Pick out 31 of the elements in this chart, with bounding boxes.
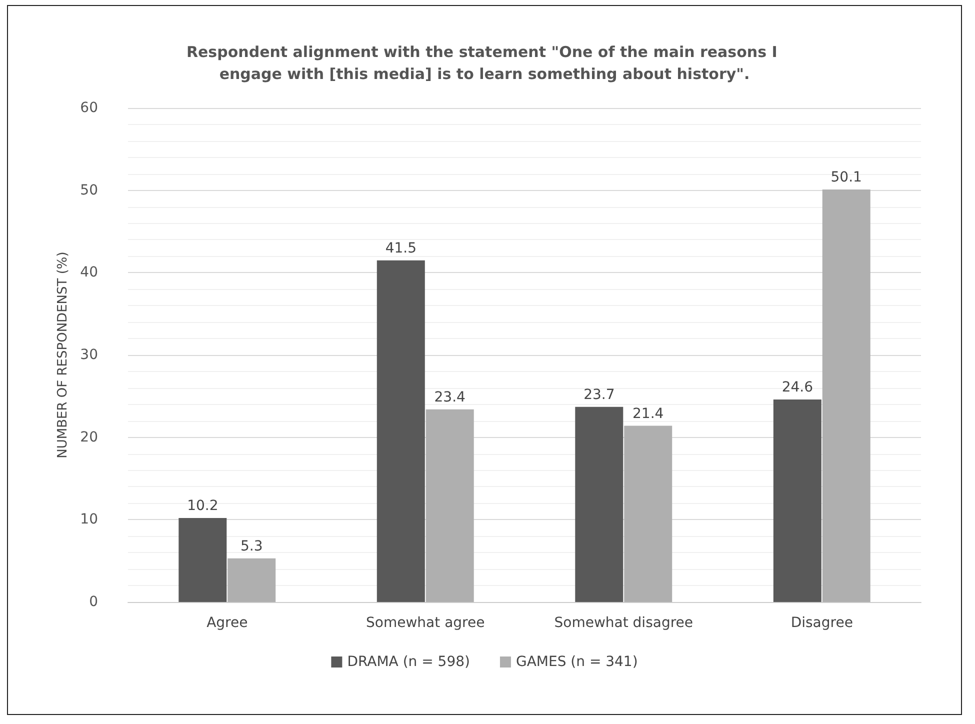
data-label: 10.2: [187, 498, 218, 514]
data-label: 21.4: [632, 406, 664, 422]
y-tick-label: 30: [80, 347, 98, 363]
data-label: 50.1: [830, 170, 862, 186]
y-tick-label: 50: [80, 182, 98, 198]
y-tick-label: 10: [80, 512, 98, 528]
bar: [624, 426, 672, 602]
bar: [376, 260, 425, 602]
bar: [822, 190, 870, 602]
data-label: 5.3: [240, 538, 263, 554]
legend-label: DRAMA (n = 598): [347, 654, 470, 670]
bar: [228, 558, 276, 602]
x-tick-label: Agree: [206, 615, 248, 631]
y-axis-title: NUMBER OF RESPONDENST (%): [55, 252, 70, 458]
legend-label: GAMES (n = 341): [516, 654, 638, 670]
y-tick-label: 20: [80, 429, 98, 446]
x-tick-label: Somewhat agree: [366, 615, 485, 631]
chart-title: Respondent alignment with the statement "One of the main reasons I engage with [this media] is to learn something about history".: [186, 43, 783, 83]
bar: [575, 406, 624, 602]
x-tick-label: Disagree: [790, 615, 853, 631]
data-label: 41.5: [385, 240, 416, 256]
data-label: 23.4: [434, 389, 466, 406]
y-tick-label: 60: [80, 100, 98, 116]
x-tick-label: Somewhat disagree: [554, 615, 694, 631]
data-label: 23.7: [584, 386, 615, 403]
y-tick-label: 40: [80, 264, 98, 281]
data-label: 24.6: [782, 379, 814, 396]
bar: [773, 399, 822, 602]
bar: [178, 518, 227, 602]
y-tick-label: 0: [89, 594, 98, 610]
bar: [426, 409, 474, 602]
